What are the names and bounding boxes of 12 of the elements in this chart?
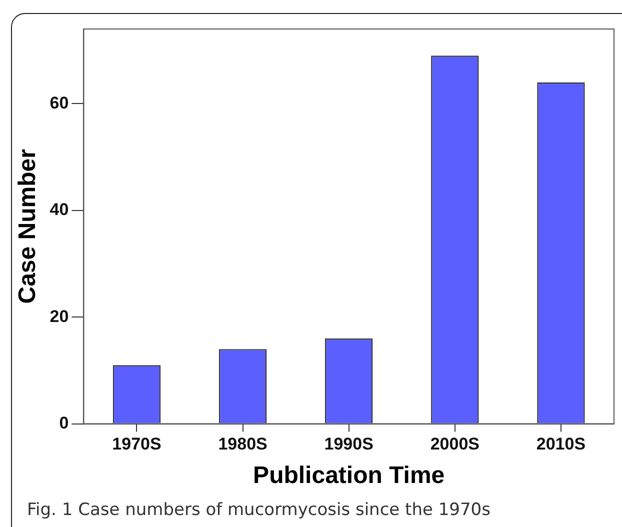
y-axis-title: Case Number xyxy=(14,149,42,304)
x-tick-label: 1970S xyxy=(112,434,162,454)
x-tick-label: 2010S xyxy=(536,434,586,454)
y-tick-label: 20 xyxy=(50,306,69,326)
y-tick-label: 40 xyxy=(50,200,69,220)
x-tick-label: 1980S xyxy=(218,434,268,454)
x-tick-label: 1990S xyxy=(324,434,374,454)
x-tick-label: 2000S xyxy=(430,434,480,454)
x-axis-title: Publication Time xyxy=(253,462,445,490)
y-tick-label: 60 xyxy=(50,93,69,112)
caption: Fig. 1 Case numbers of mucormycosis since the 1970s xyxy=(27,500,490,520)
y-tick-label: 0 xyxy=(59,413,69,432)
